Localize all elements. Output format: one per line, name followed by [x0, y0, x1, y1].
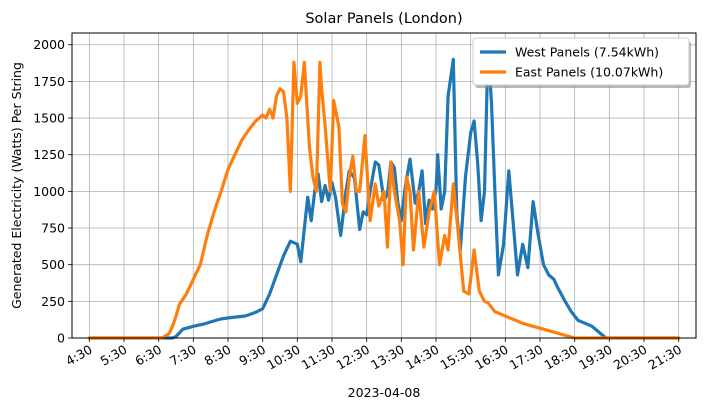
y-tick-label: 1000 [33, 184, 65, 199]
x-tick-label: 7:30 [167, 342, 199, 369]
y-tick-label: 750 [41, 221, 65, 236]
chart-title: Solar Panels (London) [305, 11, 462, 27]
y-tick-label: 1250 [33, 147, 65, 162]
y-tick-label: 250 [41, 294, 65, 309]
x-tick-label: 17:30 [507, 342, 546, 373]
x-tick-label: 13:30 [368, 342, 407, 373]
y-axis-label: Generated Electricity (Watts) Per String [9, 62, 24, 309]
y-tick-label: 1500 [33, 111, 65, 126]
legend-entry: West Panels (7.54kWh) [515, 45, 659, 60]
y-tick-label: 2000 [33, 37, 65, 52]
x-tick-label: 15:30 [437, 342, 476, 373]
x-tick-label: 6:30 [132, 342, 164, 369]
x-tick-label: 16:30 [472, 342, 511, 373]
y-tick-label: 0 [57, 331, 65, 346]
x-axis-label: 2023-04-08 [348, 385, 421, 400]
series-line-west [87, 46, 681, 340]
x-tick-label: 14:30 [403, 342, 442, 373]
plot-frame [71, 32, 697, 339]
x-tick-label: 20:30 [611, 342, 650, 373]
x-tick-label: 21:30 [645, 342, 684, 373]
legend: West Panels (7.54kWh) East Panels (10.07k… [472, 37, 691, 88]
y-axis-ticks: 0 250 500 750 1000 1250 1500 1750 2000 [33, 37, 72, 346]
x-tick-label: 5:30 [98, 342, 130, 369]
x-tick-label: 8:30 [202, 342, 234, 369]
series-line-east [87, 60, 681, 340]
x-axis-ticks: 4:30 5:30 6:30 7:30 8:30 9:3010:3011:3012:301… [63, 338, 684, 373]
x-tick-label: 9:30 [236, 342, 268, 369]
x-tick-label: 11:30 [299, 342, 338, 373]
x-tick-label: 12:30 [333, 342, 372, 373]
y-tick-label: 1750 [33, 74, 65, 89]
grid [72, 33, 696, 339]
x-tick-label: 18:30 [541, 342, 580, 373]
x-tick-label: 4:30 [63, 342, 95, 369]
series-layer [87, 46, 681, 340]
y-tick-label: 500 [41, 257, 65, 272]
legend-box [472, 37, 690, 86]
legend-entry: East Panels (10.07kWh) [515, 65, 663, 80]
x-tick-label: 10:30 [264, 342, 303, 373]
x-tick-label: 19:30 [576, 342, 615, 373]
